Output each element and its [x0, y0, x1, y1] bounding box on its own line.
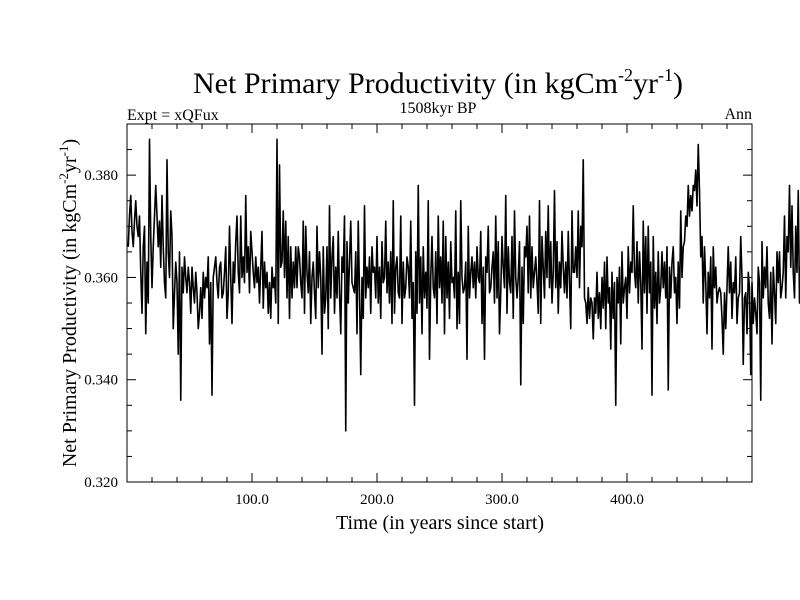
x-tick-label: 400.0	[610, 492, 644, 508]
subtitle-left: Expt = xQFux	[127, 107, 219, 124]
y-axis: 0.320 0.340 0.360 0.380	[84, 123, 752, 491]
y-tick-label: 0.320	[84, 475, 118, 491]
x-axis-label: Time (in years since start)	[336, 512, 544, 534]
chart-title: Net Primary Productivity (in kgCm-2yr-1)	[193, 65, 683, 100]
x-tick-label: 100.0	[235, 492, 269, 508]
subtitle-center: 1508kyr BP	[400, 100, 477, 117]
subtitle-right: Ann	[724, 106, 752, 123]
x-axis: 100.0 200.0 300.0 400.0	[151, 124, 728, 508]
y-tick-label: 0.380	[84, 168, 118, 184]
x-tick-label: 300.0	[485, 492, 519, 508]
plot-frame	[126, 123, 753, 483]
x-tick-label: 200.0	[360, 492, 394, 508]
series-line	[127, 138, 800, 432]
y-tick-label: 0.340	[84, 373, 118, 389]
y-tick-label: 0.360	[84, 270, 118, 286]
y-axis-label: Net Primary Productivity (in kgCm-2yr-1)	[56, 139, 81, 467]
